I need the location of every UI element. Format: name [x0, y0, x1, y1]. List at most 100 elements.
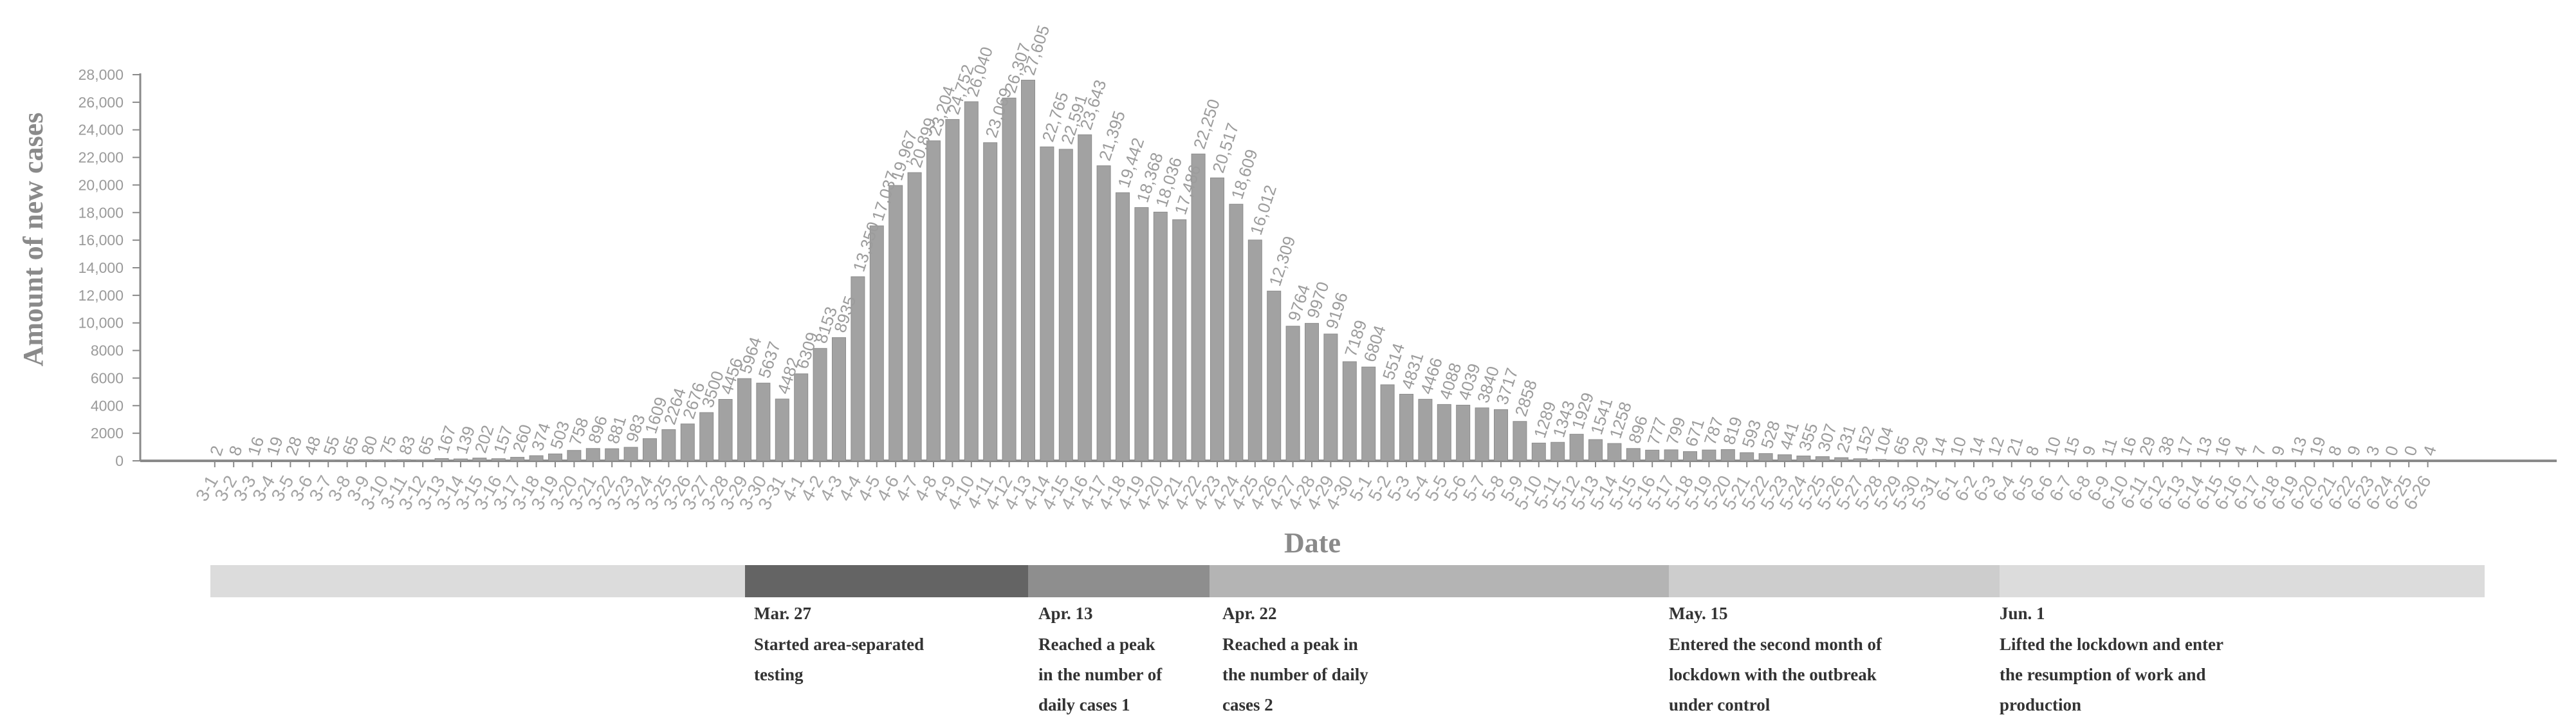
x-axis-title: Date	[1284, 527, 1341, 559]
bar-4-15	[1058, 149, 1073, 461]
bar-3-12	[416, 460, 430, 461]
bar-4-26	[1267, 290, 1282, 461]
bar-3-26	[680, 424, 695, 461]
bar-3-30	[756, 382, 771, 461]
milestone-description-line: daily cases 1	[1038, 695, 1130, 714]
y-tick-label: 26,000	[78, 94, 124, 111]
value-label-6-5: 8	[2021, 443, 2043, 458]
bar-3-6	[302, 460, 317, 461]
timeline-segment	[210, 565, 745, 597]
value-label-6-22: 9	[2343, 443, 2364, 458]
bar-4-27	[1285, 326, 1300, 461]
bar-5-23	[1778, 454, 1792, 461]
bar-3-9	[359, 459, 373, 461]
milestone-description-line: Reached a peak	[1038, 635, 1155, 654]
bar-5-30	[1909, 460, 1924, 461]
bar-3-17	[510, 456, 525, 461]
y-tick-label: 24,000	[78, 122, 124, 138]
milestone-4: May. 15 Entered the second month of lockdo…	[1669, 604, 1882, 714]
y-tick-label: 16,000	[78, 232, 124, 248]
timeline-segment	[1210, 565, 1669, 597]
bar-labels: 2816192848556580758365167139202157260374…	[206, 23, 2440, 458]
bar-5-3	[1399, 393, 1413, 461]
bar-4-24	[1229, 203, 1244, 461]
milestone-description-line: Started area-separated	[754, 635, 924, 654]
y-axis-title: Amount of new cases	[17, 113, 49, 367]
bar-5-22	[1758, 453, 1773, 461]
y-tick-label: 22,000	[78, 149, 124, 166]
y-axis: 0 2000 4000 6000 8000 10,000 12,000 14,000 16,00…	[78, 66, 142, 469]
y-tick-label: 20,000	[78, 176, 124, 193]
milestone-description-line: production	[2000, 695, 2081, 714]
milestone-description-line: Entered the second month of	[1669, 635, 1882, 654]
bar-5-6	[1456, 404, 1471, 461]
bar-3-21	[585, 448, 600, 461]
milestone-description-line: Lifted the lockdown and enter	[2000, 635, 2223, 654]
bar-4-3	[832, 337, 846, 461]
y-tick-label: 28,000	[78, 66, 124, 83]
timeline	[210, 565, 2485, 597]
bar-3-10	[378, 459, 392, 461]
bar-4-10	[964, 101, 979, 461]
y-tick-label: 12,000	[78, 287, 124, 304]
value-label-4-25: 16,012	[1246, 183, 1280, 237]
bar-3-31	[775, 398, 789, 461]
milestone-description-line: under control	[1669, 695, 1771, 714]
bar-3-5	[283, 460, 298, 461]
bar-3-14	[454, 458, 468, 461]
bar-3-11	[396, 459, 411, 461]
bar-5-12	[1569, 434, 1584, 461]
value-label-6-25: 0	[2400, 443, 2421, 458]
x-tick-labels: 3-13-23-33-43-53-63-73-83-93-103-113-123…	[192, 472, 2435, 514]
bar-5-27	[1853, 458, 1868, 461]
milestone-date: Apr. 13	[1038, 604, 1093, 623]
bar-5-15	[1626, 448, 1641, 461]
bar-5-25	[1815, 456, 1830, 461]
bar-3-22	[605, 448, 620, 461]
bar-4-9	[945, 119, 960, 461]
bar-4-17	[1096, 165, 1111, 461]
bar-3-23	[623, 447, 638, 461]
bar-4-19	[1134, 207, 1149, 461]
bar-3-18	[529, 455, 544, 461]
bar-4-23	[1210, 177, 1224, 461]
bar-5-10	[1531, 442, 1546, 461]
value-label-6-24: 0	[2381, 443, 2402, 458]
value-label-6-18: 9	[2268, 443, 2289, 458]
y-tick-label: 8000	[91, 342, 124, 359]
bar-4-25	[1247, 239, 1262, 461]
bar-3-13	[434, 458, 449, 461]
bar-5-28	[1872, 459, 1886, 461]
bar-5-17	[1664, 449, 1679, 461]
bar-3-20	[567, 450, 582, 461]
bar-4-11	[983, 142, 998, 461]
bar-5-13	[1588, 439, 1603, 461]
bar-5-11	[1550, 442, 1565, 461]
bar-5-1	[1361, 366, 1376, 461]
value-label-3-1: 2	[206, 443, 227, 458]
y-tick-label: 14,000	[78, 259, 124, 276]
bar-5-7	[1475, 407, 1489, 461]
bar-3-15	[472, 458, 487, 461]
bar-3-25	[661, 429, 676, 461]
x-axis	[140, 460, 2557, 467]
y-tick-label: 4000	[91, 397, 124, 414]
bar-5-21	[1740, 452, 1754, 461]
bar-4-20	[1153, 212, 1168, 461]
bar-4-7	[907, 172, 922, 461]
bar-4-1	[794, 373, 809, 461]
milestone-3: Apr. 22 Reached a peak in the number of da…	[1222, 604, 1368, 714]
timeline-segment	[1028, 565, 1210, 597]
bar-5-14	[1607, 443, 1622, 461]
milestone-description-line: testing	[754, 665, 804, 684]
milestones: Mar. 27 Started area-separated testing Apr.…	[754, 604, 2223, 714]
y-tick-label: 18,000	[78, 204, 124, 221]
value-label-6-26: 4	[2419, 443, 2440, 458]
bar-5-20	[1720, 449, 1735, 461]
bar-5-5	[1437, 404, 1451, 461]
bar-3-7	[321, 460, 336, 461]
bar-5-18	[1683, 451, 1697, 461]
bar-5-2	[1380, 384, 1395, 461]
bar-3-29	[737, 378, 751, 461]
